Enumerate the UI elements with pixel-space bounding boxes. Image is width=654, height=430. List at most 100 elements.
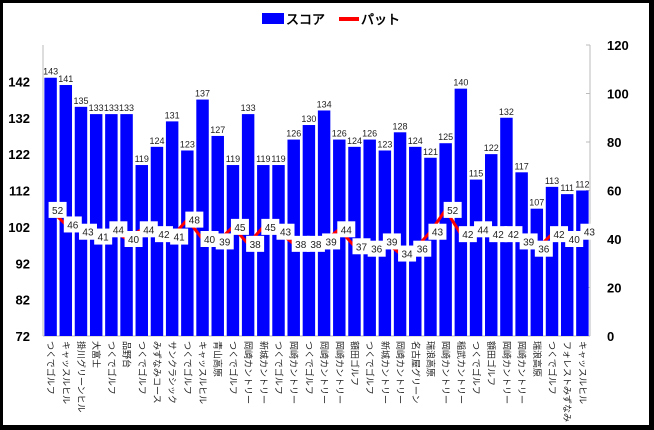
score-data-label: 133	[89, 103, 104, 113]
score-data-label: 111	[560, 183, 574, 193]
score-data-label: 137	[195, 89, 210, 99]
legend-label-score: スコア	[286, 13, 325, 28]
score-data-label: 130	[301, 114, 316, 124]
putt-label-box	[474, 221, 493, 238]
category-label: 岡崎カントリー	[242, 341, 254, 404]
score-data-label: 121	[423, 147, 438, 157]
putt-data-label: 37	[356, 242, 368, 253]
putt-label-box	[337, 221, 356, 238]
score-data-label: 141	[58, 74, 73, 84]
score-bar	[545, 186, 559, 336]
legend-label-putt: パット	[361, 13, 400, 28]
putt-data-label: 44	[113, 225, 125, 236]
putt-label-box	[367, 240, 386, 257]
putt-data-label: 43	[432, 228, 444, 239]
score-bar	[485, 154, 498, 336]
score-data-label: 133	[241, 103, 256, 113]
left-tick-label: 132	[8, 111, 30, 126]
putt-label-box	[398, 245, 417, 262]
putt-label-box	[124, 231, 143, 247]
putt-label-box	[489, 226, 508, 243]
putt-data-label: 40	[204, 235, 216, 246]
category-label: 岡崎カントリー	[333, 341, 345, 404]
score-bar	[560, 194, 574, 336]
category-label: 岡崎カントリー	[500, 341, 512, 404]
category-label: 瑞浪高原	[424, 341, 436, 377]
putt-data-label: 43	[584, 228, 596, 239]
score-data-label: 128	[393, 121, 408, 131]
putt-data-label: 42	[493, 230, 505, 241]
putt-label-box	[504, 226, 523, 243]
category-label: つくでゴルフ	[470, 341, 482, 395]
putt-data-label: 52	[52, 206, 64, 217]
score-bar	[576, 190, 589, 336]
putt-label-box	[352, 238, 371, 255]
putt-label-box	[276, 223, 295, 240]
right-tick-label: 120	[607, 38, 629, 53]
putt-data-label: 44	[143, 225, 155, 236]
category-label: つくでゴルフ	[227, 341, 239, 395]
putt-data-label: 46	[67, 220, 79, 231]
score-bar	[135, 165, 148, 336]
score-data-label: 140	[453, 78, 468, 88]
score-data-label: 126	[362, 129, 377, 139]
category-label: キャッスルヒル	[197, 341, 208, 404]
putt-label-box	[185, 211, 204, 228]
right-tick-label: 40	[607, 232, 621, 247]
score-bar	[226, 165, 240, 336]
score-data-label: 132	[499, 107, 514, 117]
putt-data-label: 38	[295, 240, 307, 251]
putt-data-label: 45	[265, 223, 277, 234]
score-data-label: 131	[165, 110, 180, 120]
score-data-label: 124	[347, 136, 362, 146]
putt-data-label: 40	[569, 235, 581, 246]
score-bar	[302, 125, 316, 337]
putt-label-box	[230, 218, 249, 235]
putt-label-box	[139, 221, 158, 238]
putt-data-label: 39	[219, 237, 231, 248]
score-data-label: 112	[575, 180, 589, 190]
score-bar	[317, 110, 331, 336]
right-tick-label: 100	[607, 87, 629, 102]
score-putt-chart: スコア パット 72 82 92 102 112 122 132 142 0 20 40 60 80 100 1…	[8, 13, 629, 422]
putt-data-label: 52	[447, 206, 459, 217]
category-label: 岡崎カントリー	[288, 341, 300, 404]
score-data-label: 124	[149, 136, 164, 146]
left-tick-label: 112	[9, 184, 30, 199]
category-label: 青山高原	[212, 341, 224, 377]
putt-label-box	[94, 228, 113, 245]
putt-data-label: 38	[310, 240, 322, 251]
category-label: つくでゴルフ	[136, 341, 148, 395]
putt-label-box	[200, 231, 219, 247]
putt-label-box	[261, 218, 280, 235]
putt-data-label: 41	[174, 233, 186, 244]
putt-label-box	[78, 223, 97, 240]
score-bar	[530, 208, 544, 336]
putt-label-box	[443, 201, 462, 218]
category-label: 掛川グリーンヒル	[75, 341, 87, 413]
putt-label-box	[215, 233, 234, 250]
legend-swatch-score	[262, 13, 284, 24]
putt-data-label: 45	[234, 223, 246, 234]
score-data-label: 115	[469, 169, 483, 179]
putt-data-label: 43	[280, 228, 292, 239]
putt-label-box	[565, 231, 584, 247]
score-data-label: 135	[73, 96, 88, 106]
score-data-label: 119	[256, 154, 270, 164]
category-label: 品野台	[121, 341, 133, 368]
putt-data-label: 42	[158, 230, 170, 241]
score-data-label: 119	[226, 154, 240, 164]
category-label: キャッスルヒル	[576, 341, 587, 404]
putt-label-box	[519, 233, 538, 250]
right-tick-label: 0	[607, 329, 614, 344]
putt-label-box	[306, 235, 325, 252]
category-label: 岡崎カントリー	[516, 341, 528, 404]
putt-data-label: 41	[98, 233, 110, 244]
putt-label-box	[48, 201, 67, 218]
left-tick-label: 122	[8, 147, 30, 162]
putt-data-label: 34	[402, 250, 414, 261]
putt-label-box	[534, 240, 553, 257]
right-tick-label: 80	[607, 135, 621, 150]
putt-data-label: 39	[386, 237, 398, 248]
